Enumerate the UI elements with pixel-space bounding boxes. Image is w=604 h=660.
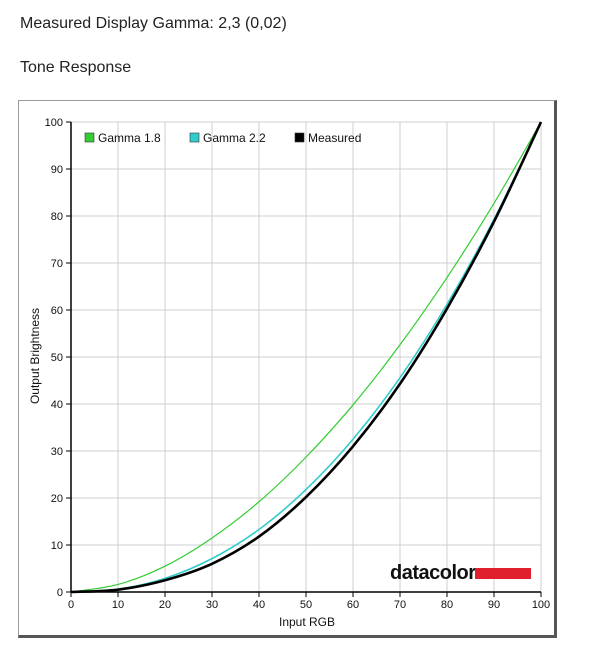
y-tick-label: 50	[51, 352, 63, 364]
x-tick-label: 90	[488, 599, 500, 611]
legend-label-measured: Measured	[308, 131, 361, 145]
y-tick-label: 90	[51, 164, 63, 176]
legend-label-gamma-1-8: Gamma 1.8	[98, 131, 161, 145]
y-axis-label: Output Brightness	[28, 308, 42, 404]
x-tick-label: 40	[253, 599, 265, 611]
y-tick-label: 10	[51, 540, 63, 552]
x-tick-label: 0	[68, 599, 74, 611]
y-tick-label: 100	[45, 117, 63, 129]
legend-swatch-gamma-1-8	[84, 132, 95, 143]
legend-swatch-gamma-2-2	[189, 132, 200, 143]
y-tick-label: 60	[51, 305, 63, 317]
y-tick-label: 30	[51, 446, 63, 458]
measured-gamma-text: Measured Display Gamma: 2,3 (0,02)	[20, 15, 287, 32]
section-title: Tone Response	[20, 59, 132, 76]
legend-label-gamma-2-2: Gamma 2.2	[203, 131, 266, 145]
series-line-gamma-1-8	[70, 121, 542, 593]
y-tick-label: 70	[51, 258, 63, 270]
y-tick-label: 0	[57, 587, 63, 599]
logo-bar	[475, 568, 531, 579]
grid-lines	[71, 121, 542, 592]
x-tick-label: 30	[206, 599, 218, 611]
y-tick-label: 80	[51, 211, 63, 223]
series-lines	[70, 121, 543, 594]
chart-frame	[18, 100, 557, 638]
legend: Gamma 1.8 Gamma 2.2 Measured	[84, 131, 361, 145]
datacolor-logo: datacolor	[390, 562, 531, 584]
series-line-measured	[70, 121, 543, 594]
x-tick-label: 50	[300, 599, 312, 611]
y-tick-label: 20	[51, 493, 63, 505]
x-tick-label: 10	[112, 599, 124, 611]
y-tick-label: 40	[51, 399, 63, 411]
x-tick-label: 100	[532, 599, 550, 611]
logo-text: datacolor	[390, 562, 476, 584]
legend-swatch-measured	[294, 132, 305, 143]
x-tick-label: 60	[347, 599, 359, 611]
x-axis-label: Input RGB	[279, 615, 335, 629]
tone-response-chart: 0 10 20 30 40 50 60 70 80 90 100 0 10 20 30 40 50 60 70 80 9…	[28, 117, 551, 629]
x-tick-label: 70	[394, 599, 406, 611]
x-tick-label: 80	[441, 599, 453, 611]
axes: 0 10 20 30 40 50 60 70 80 90 100 0 10 20 30 40 50 60 70 80 9…	[45, 117, 551, 611]
series-line-gamma-2-2	[70, 121, 542, 593]
x-tick-label: 20	[159, 599, 171, 611]
